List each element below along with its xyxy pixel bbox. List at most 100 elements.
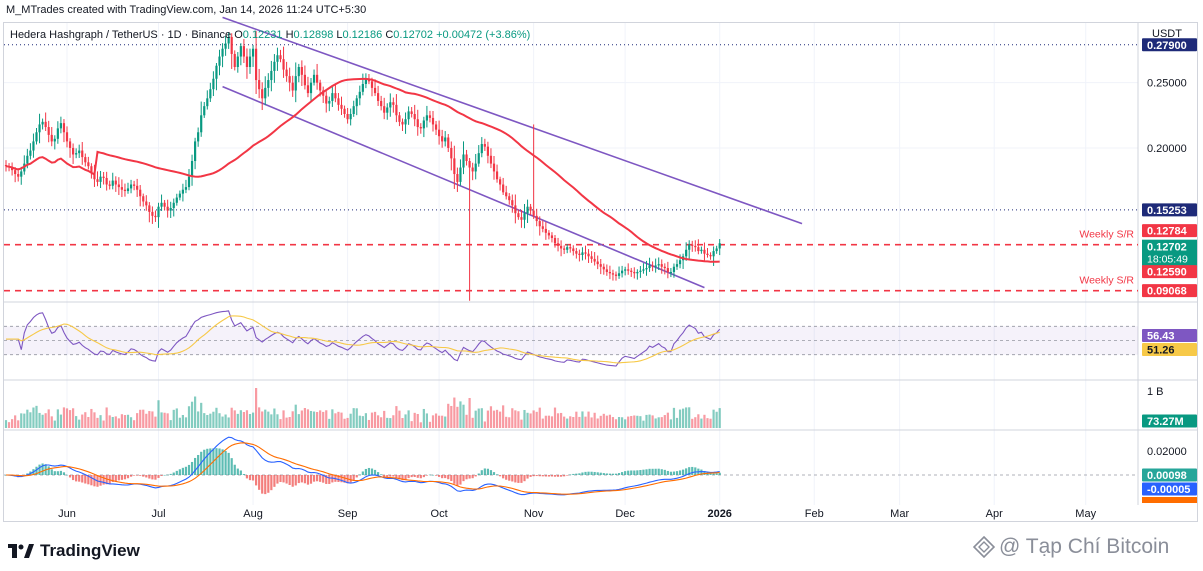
candle-body [203,106,206,116]
volume-bar [255,388,258,428]
time-label: Dec [615,508,635,520]
volume-bar [645,414,648,428]
candle-body [404,119,407,125]
macd-histogram-bar [685,468,688,475]
volume-bar [276,414,279,428]
macd-histogram-bar [502,475,505,479]
macd-histogram-bar [703,470,706,475]
candle-body [190,161,194,177]
candle-body [383,106,386,113]
volume-bar [142,409,145,428]
macd-histogram-bar [380,474,383,475]
macd-histogram-bar [288,475,291,486]
volume-bar [657,417,660,428]
volume-bar [20,413,23,428]
candle-body [129,184,133,189]
volume-bar [697,414,700,428]
candle-body [508,196,511,201]
time-label: Mar [890,508,909,520]
macd-histogram-bar [514,475,517,483]
macd-histogram-bar [541,475,544,477]
price-tick: 0.25000 [1147,78,1187,90]
tag-close-price: 0.12702 [1147,242,1187,254]
candle-body [136,185,139,190]
macd-histogram-bar [248,475,252,481]
macd-histogram-bar [160,475,163,476]
macd-histogram-bar [636,470,639,475]
candle-body [364,78,367,84]
macd-histogram-bar [300,475,303,483]
macd-histogram-bar [123,475,127,480]
channel-upper-line [222,16,803,225]
macd-histogram-bar [120,475,123,480]
candle-body [29,150,32,156]
tag-macd-bg [1142,482,1197,496]
candle-body [133,184,136,186]
volume-bar [377,415,380,428]
candle-body [672,266,676,272]
candle-body [245,56,249,67]
volume-bar [471,417,474,428]
macd-histogram-bar [550,475,554,477]
volume-bar [480,408,483,428]
candle-body [505,192,508,197]
macd-histogram-bar [431,474,435,476]
high-label: H [285,29,294,41]
candle-body [703,249,706,254]
candle-body [35,132,38,142]
volume-bar [41,414,44,428]
candle-body [99,176,102,182]
volume-bar [438,415,441,428]
volume-bar [675,417,679,428]
candle-body [398,115,401,122]
candle-body [373,87,377,94]
symbol-name: Hedera Hashgraph / TetherUS · 1D · Binan… [10,29,232,41]
macd-histogram-bar [291,475,294,487]
macd-histogram-bar [151,475,154,480]
volume-bar [651,415,654,428]
macd-histogram-bar [227,452,230,475]
candle-body [648,265,651,269]
volume-bar [47,409,50,428]
volume-bar [212,411,215,428]
candle-body [700,249,703,252]
candle-body [291,82,294,91]
candle-body [178,193,181,198]
high-value: 0.12898 [293,29,334,41]
candle-body [480,144,483,154]
tradingview-logo[interactable]: TradingView [8,540,140,562]
volume-bar [282,410,285,428]
candle-body [328,100,331,104]
volume-bar [337,411,340,428]
candle-body [349,114,352,120]
rsi-ma-line [6,315,720,364]
candle-body [169,208,172,211]
macd-histogram-bar [358,474,361,476]
candle-body [239,46,242,57]
macd-histogram-bar [520,475,523,483]
chart-credit: M_MTrades created with TradingView.com, … [6,4,367,16]
candle-body [444,137,447,142]
volume-bar [68,410,72,428]
macd-line [5,436,720,496]
volume-bar [172,409,175,428]
macd-histogram-bar [87,475,90,485]
volume-bar [230,407,233,428]
candle-body [514,205,517,214]
macd-histogram-bar [627,470,630,475]
candle-body [511,200,514,206]
volume-bar [325,410,328,428]
macd-histogram-bar [526,475,529,479]
candle-body [617,273,621,276]
macd-histogram-bar [337,475,340,482]
volume-bar [206,414,209,428]
macd-histogram-bar [434,475,438,476]
volume-bar [364,413,367,428]
candle-body [251,48,255,57]
macd-histogram-bar [312,475,316,482]
macd-histogram-bar [68,475,72,478]
candle-body [56,128,59,139]
candle-body [386,107,389,113]
macd-histogram-bar [614,473,618,475]
